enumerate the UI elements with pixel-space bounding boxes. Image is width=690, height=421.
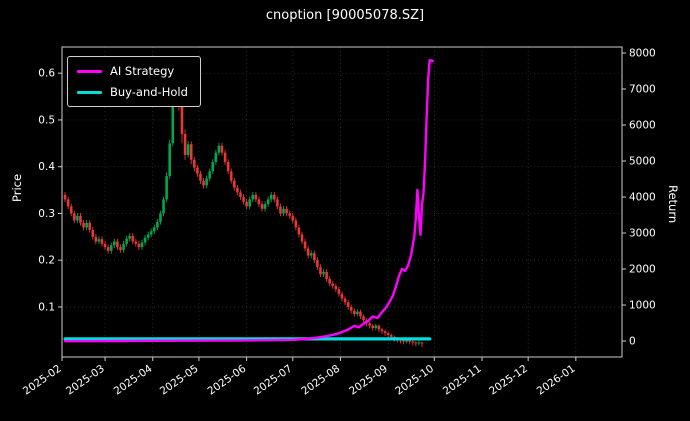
grid-lines [61, 47, 622, 357]
legend-item-buy-and-hold: Buy-and-Hold [77, 85, 188, 99]
svg-text:0.6: 0.6 [38, 68, 55, 80]
ai-strategy-line-swatch [77, 69, 102, 73]
ai-strategy-line [63, 59, 434, 343]
svg-text:2025-11: 2025-11 [441, 363, 484, 398]
svg-text:2025-05: 2025-05 [158, 363, 201, 398]
svg-text:4000: 4000 [629, 192, 656, 204]
svg-text:2026-01: 2026-01 [535, 363, 578, 398]
svg-text:6000: 6000 [629, 120, 656, 132]
svg-text:2025-02: 2025-02 [21, 363, 64, 398]
svg-text:2025-03: 2025-03 [64, 363, 107, 398]
return-axis-label: Return [666, 185, 680, 224]
svg-text:8000: 8000 [629, 48, 656, 60]
svg-text:2025-12: 2025-12 [487, 363, 530, 398]
legend: AI Strategy Buy-and-Hold [67, 56, 201, 107]
svg-text:3000: 3000 [629, 228, 656, 240]
svg-text:2025-09: 2025-09 [347, 363, 390, 398]
svg-text:2025-07: 2025-07 [252, 363, 295, 398]
legend-item-ai-strategy: AI Strategy [77, 64, 188, 78]
svg-text:0.1: 0.1 [38, 301, 55, 313]
candlestick-series [63, 70, 424, 348]
svg-text:2025-08: 2025-08 [299, 363, 342, 398]
legend-label-buy-and-hold: Buy-and-Hold [110, 85, 188, 99]
price-axis-label: Price [10, 173, 24, 202]
plot-frame [61, 46, 623, 358]
svg-text:7000: 7000 [629, 84, 656, 96]
svg-text:2025-10: 2025-10 [393, 363, 436, 398]
svg-text:2025-04: 2025-04 [112, 362, 155, 397]
svg-text:1000: 1000 [629, 300, 656, 312]
svg-text:0: 0 [629, 336, 636, 348]
svg-text:0.3: 0.3 [38, 208, 55, 220]
svg-text:0.5: 0.5 [38, 114, 55, 126]
x-axis-ticks: 2025-02 2025-03 2025-04 2025-05 2025-06 2025-… [21, 357, 578, 398]
svg-text:2025-06: 2025-06 [205, 362, 248, 397]
svg-text:0.2: 0.2 [38, 255, 55, 267]
chart-title: cnoption [90005078.SZ] [265, 8, 425, 23]
svg-text:5000: 5000 [629, 156, 656, 168]
svg-text:0.4: 0.4 [38, 161, 55, 173]
svg-text:2000: 2000 [629, 264, 656, 276]
price-axis-ticks: 0.1 0.2 0.3 0.4 0.5 0.6 [38, 68, 62, 313]
return-axis-ticks: 0 1000 2000 3000 4000 5000 6000 7000 8000 [622, 48, 656, 348]
legend-label-ai-strategy: AI Strategy [110, 64, 175, 78]
buy-and-hold-line-swatch [77, 90, 102, 94]
